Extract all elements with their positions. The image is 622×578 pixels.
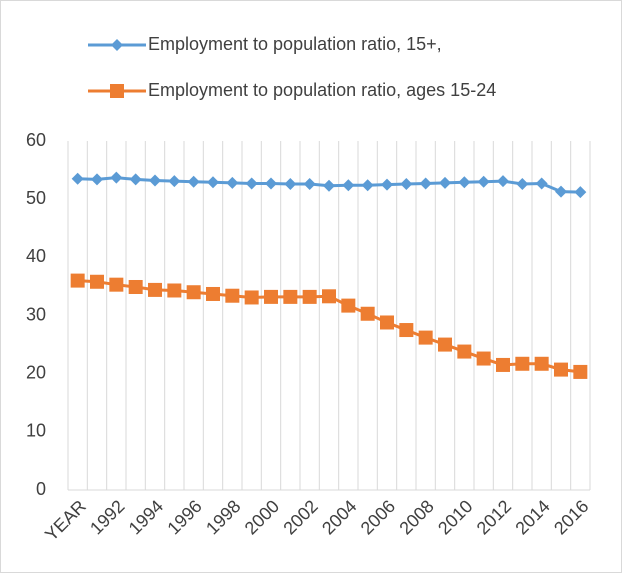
point (457, 344, 472, 359)
point (70, 273, 85, 288)
point (90, 274, 104, 289)
point (167, 283, 182, 298)
point (109, 277, 124, 292)
y-tick-label: 20 (26, 362, 46, 382)
point (207, 176, 219, 189)
point (284, 178, 297, 191)
point (186, 285, 201, 300)
point (149, 174, 161, 187)
point (360, 306, 375, 321)
point (91, 173, 103, 186)
point (110, 171, 123, 184)
point (439, 176, 451, 189)
point (516, 178, 529, 191)
point (110, 84, 124, 98)
point (361, 179, 374, 192)
point (244, 290, 259, 305)
point (554, 362, 568, 377)
point (225, 288, 240, 303)
point (381, 178, 393, 191)
y-tick-label: 0 (36, 479, 46, 499)
point (573, 364, 588, 379)
point (129, 173, 142, 186)
point (418, 330, 433, 345)
point (148, 282, 162, 297)
point (497, 175, 509, 188)
point (168, 175, 181, 188)
y-tick-label: 10 (26, 421, 46, 441)
point (555, 185, 567, 198)
point (477, 175, 490, 188)
point (341, 298, 356, 313)
point (342, 179, 355, 192)
point (419, 177, 432, 190)
point (187, 175, 200, 188)
point (535, 177, 548, 190)
legend-label: Employment to population ratio, 15+, (148, 34, 442, 54)
point (71, 172, 84, 185)
point (302, 289, 317, 304)
point (476, 351, 491, 366)
y-tick-label: 50 (26, 188, 46, 208)
point (438, 337, 452, 352)
point (496, 357, 510, 372)
point (283, 289, 298, 304)
point (226, 176, 239, 189)
point (206, 286, 220, 301)
point (380, 315, 394, 330)
point (245, 177, 258, 190)
point (400, 178, 413, 191)
point (458, 176, 471, 189)
legend-label: Employment to population ratio, ages 15-… (148, 80, 496, 100)
point (128, 279, 143, 294)
y-tick-label: 60 (26, 130, 46, 150)
y-tick-label: 40 (26, 246, 46, 266)
point (111, 39, 123, 51)
point (574, 186, 587, 199)
point (265, 177, 277, 190)
point (399, 323, 414, 338)
point (323, 179, 335, 192)
y-tick-label: 30 (26, 304, 46, 324)
point (534, 356, 549, 371)
point (322, 289, 336, 304)
point (515, 356, 530, 371)
point (264, 289, 278, 304)
point (303, 178, 316, 191)
